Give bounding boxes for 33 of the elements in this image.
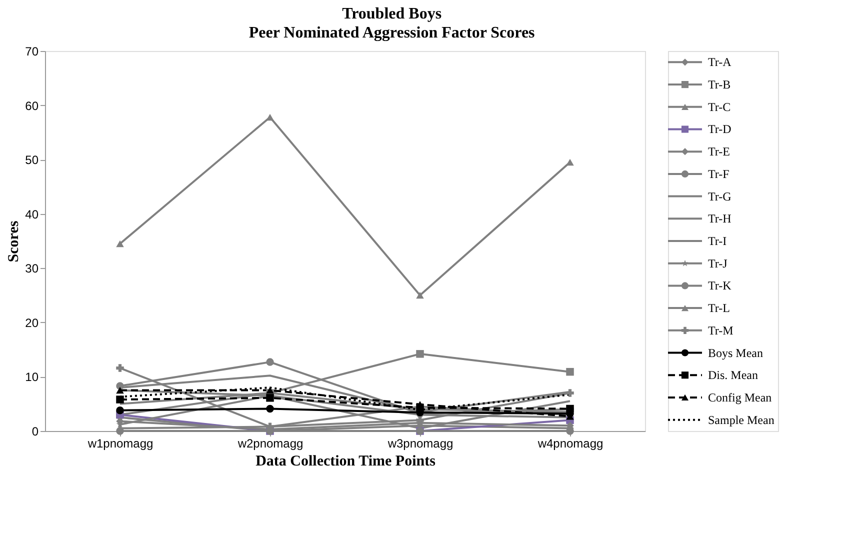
- y-tick-label: 70: [25, 44, 39, 58]
- legend-label: Tr-C: [708, 100, 731, 114]
- chart-subtitle: Peer Nominated Aggression Factor Scores: [248, 24, 535, 42]
- legend-label: Tr-B: [708, 78, 731, 92]
- legend-label: Tr-L: [708, 301, 730, 316]
- legend-label: Tr-G: [708, 189, 732, 204]
- x-tick-label: w3pnomagg: [386, 436, 454, 450]
- legend-label: Boys Mean: [708, 346, 763, 360]
- legend-label: Tr-D: [708, 122, 732, 136]
- y-tick-label: 50: [25, 153, 39, 168]
- x-tick-label: w2pnomagg: [236, 436, 304, 450]
- y-tick-label: 60: [25, 98, 39, 113]
- legend-label: Tr-I: [708, 234, 727, 248]
- y-tick-label: 40: [25, 207, 39, 222]
- legend-label: Tr-E: [708, 144, 730, 159]
- chart-title: Troubled Boys: [342, 6, 442, 22]
- x-tick-label: w4pnomagg: [536, 436, 604, 450]
- x-axis-title: Data Collection Time Points: [256, 454, 436, 470]
- legend-label: Tr-K: [708, 278, 732, 293]
- legend-label: Tr-A: [708, 55, 732, 70]
- y-tick-label: 10: [25, 370, 39, 384]
- legend-label: Tr-H: [708, 212, 732, 226]
- legend-label: Tr-F: [708, 166, 730, 181]
- legend-label: Sample Mean: [708, 412, 774, 427]
- x-tick-label: w1pnomagg: [86, 436, 154, 450]
- legend-label: Tr-M: [708, 323, 734, 338]
- y-tick-label: 30: [25, 262, 39, 276]
- y-tick-label: 20: [25, 316, 39, 330]
- y-tick-label: 0: [32, 424, 39, 438]
- legend-label: Dis. Mean: [708, 368, 758, 382]
- y-axis-title: Scores: [6, 220, 22, 262]
- legend-label: Tr-J: [708, 256, 728, 270]
- legend-label: Config Mean: [708, 390, 772, 404]
